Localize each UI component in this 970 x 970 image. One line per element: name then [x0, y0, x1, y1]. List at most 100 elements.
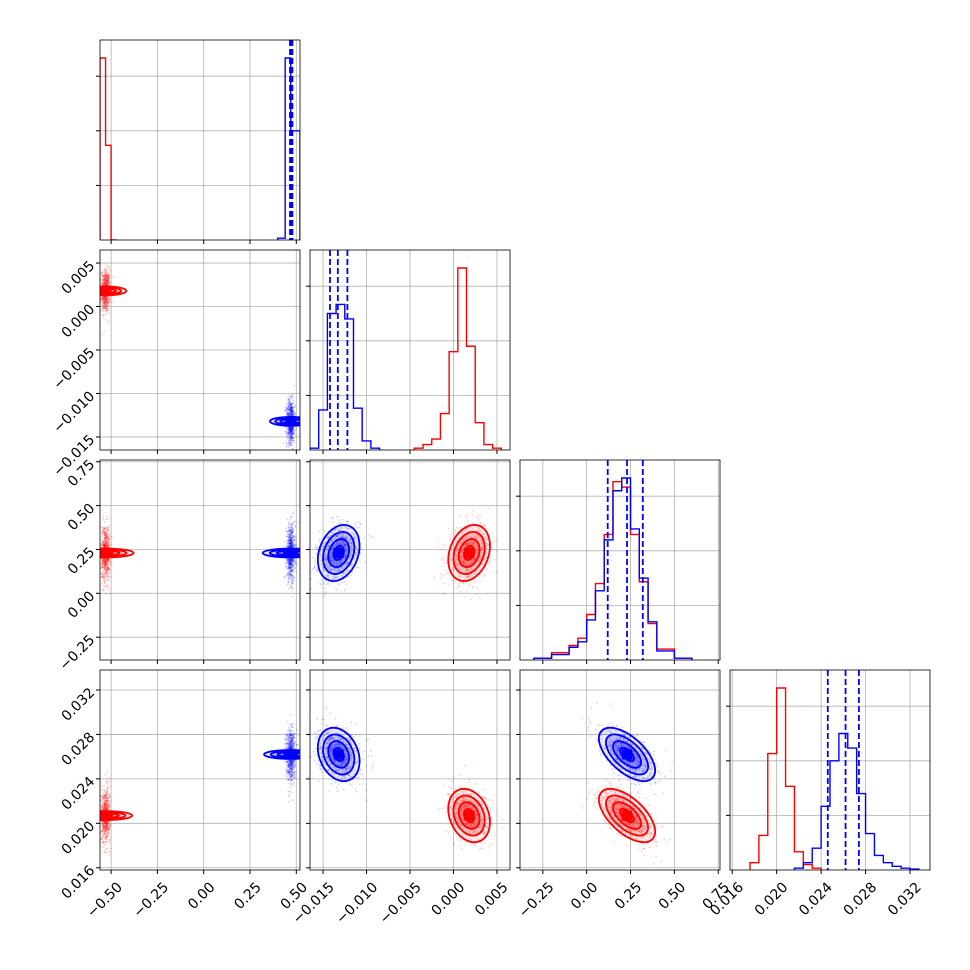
sample-point — [480, 549, 483, 552]
sample-point — [288, 412, 291, 415]
sample-point — [335, 563, 338, 566]
sample-point — [473, 537, 476, 539]
sample-point — [103, 802, 106, 805]
sample-point — [103, 304, 106, 306]
sample-point — [107, 803, 110, 806]
sample-point — [479, 521, 482, 524]
sample-point — [468, 535, 471, 538]
sample-point — [105, 823, 108, 826]
sample-point — [463, 545, 466, 548]
sample-point — [287, 542, 290, 544]
sample-point — [483, 523, 485, 526]
sample-point — [102, 558, 105, 561]
sample-point — [104, 298, 107, 301]
sample-point — [102, 798, 105, 800]
sample-point — [285, 565, 288, 568]
sample-point — [323, 594, 325, 597]
sample-point — [104, 829, 107, 832]
sample-point — [291, 543, 293, 546]
sample-point — [104, 530, 107, 533]
sample-point — [291, 428, 293, 431]
sample-point — [455, 557, 458, 560]
panel-2-1 — [306, 459, 511, 664]
sample-point — [477, 536, 480, 539]
sample-point — [472, 586, 474, 589]
sample-point — [103, 532, 106, 535]
sample-point — [460, 559, 463, 562]
sample-point — [289, 404, 292, 407]
sample-point — [335, 535, 338, 538]
sample-point — [104, 283, 107, 286]
sample-point — [105, 568, 108, 571]
sample-point — [290, 531, 293, 534]
sample-point — [103, 821, 106, 824]
sample-point — [287, 567, 290, 570]
sample-point — [103, 284, 106, 286]
sample-point — [109, 799, 112, 802]
sample-point — [101, 566, 104, 568]
sample-point — [105, 832, 108, 834]
sample-point — [290, 562, 293, 565]
sample-point — [292, 576, 295, 579]
sample-point — [106, 280, 109, 283]
sample-point — [460, 550, 463, 553]
panel-content — [310, 507, 498, 600]
sample-point — [330, 559, 333, 562]
sample-point — [104, 559, 107, 562]
sample-point — [102, 302, 105, 305]
sample-point — [104, 822, 107, 825]
sample-point — [102, 800, 105, 803]
sample-point — [291, 565, 294, 568]
sample-point — [289, 411, 292, 414]
sample-point — [105, 296, 107, 299]
sample-point — [288, 441, 290, 444]
sample-point — [105, 283, 108, 286]
sample-point — [103, 798, 105, 801]
sample-point — [101, 296, 104, 299]
sample-point — [106, 782, 109, 785]
sample-point — [325, 558, 327, 561]
sample-point — [339, 543, 342, 545]
sample-point — [104, 795, 107, 797]
sample-point — [100, 830, 103, 833]
sample-point — [472, 542, 475, 545]
sample-point — [107, 544, 110, 547]
sample-point — [106, 268, 109, 271]
sample-point — [102, 792, 105, 794]
sample-point — [107, 279, 109, 282]
sample-point — [338, 568, 341, 571]
sample-point — [106, 794, 109, 797]
sample-point — [291, 444, 294, 447]
sample-point — [290, 570, 293, 572]
sample-point — [101, 274, 104, 277]
sample-point — [291, 568, 294, 571]
sample-point — [287, 572, 290, 575]
sample-point — [483, 525, 486, 528]
sample-point — [476, 548, 479, 550]
sample-point — [290, 532, 292, 535]
sample-point — [290, 411, 293, 414]
sample-point — [481, 548, 484, 551]
sample-point — [105, 280, 108, 283]
sample-point — [288, 538, 291, 541]
sample-point — [103, 543, 106, 546]
sample-point — [288, 563, 290, 566]
sample-point — [288, 522, 290, 525]
sample-point — [102, 824, 105, 827]
sample-point — [105, 275, 108, 277]
sample-point — [108, 823, 111, 826]
sample-point — [290, 403, 292, 406]
sample-point — [478, 530, 481, 533]
sample-point — [105, 828, 108, 831]
sample-point — [288, 543, 291, 546]
sample-point — [291, 586, 293, 589]
sample-point — [289, 429, 291, 432]
sample-point — [108, 280, 111, 283]
sample-point — [289, 426, 292, 429]
sample-point — [474, 565, 477, 568]
sample-point — [104, 534, 107, 537]
sample-point — [104, 562, 107, 565]
sample-point — [288, 545, 291, 548]
sample-point — [107, 806, 109, 809]
sample-point — [103, 585, 106, 587]
